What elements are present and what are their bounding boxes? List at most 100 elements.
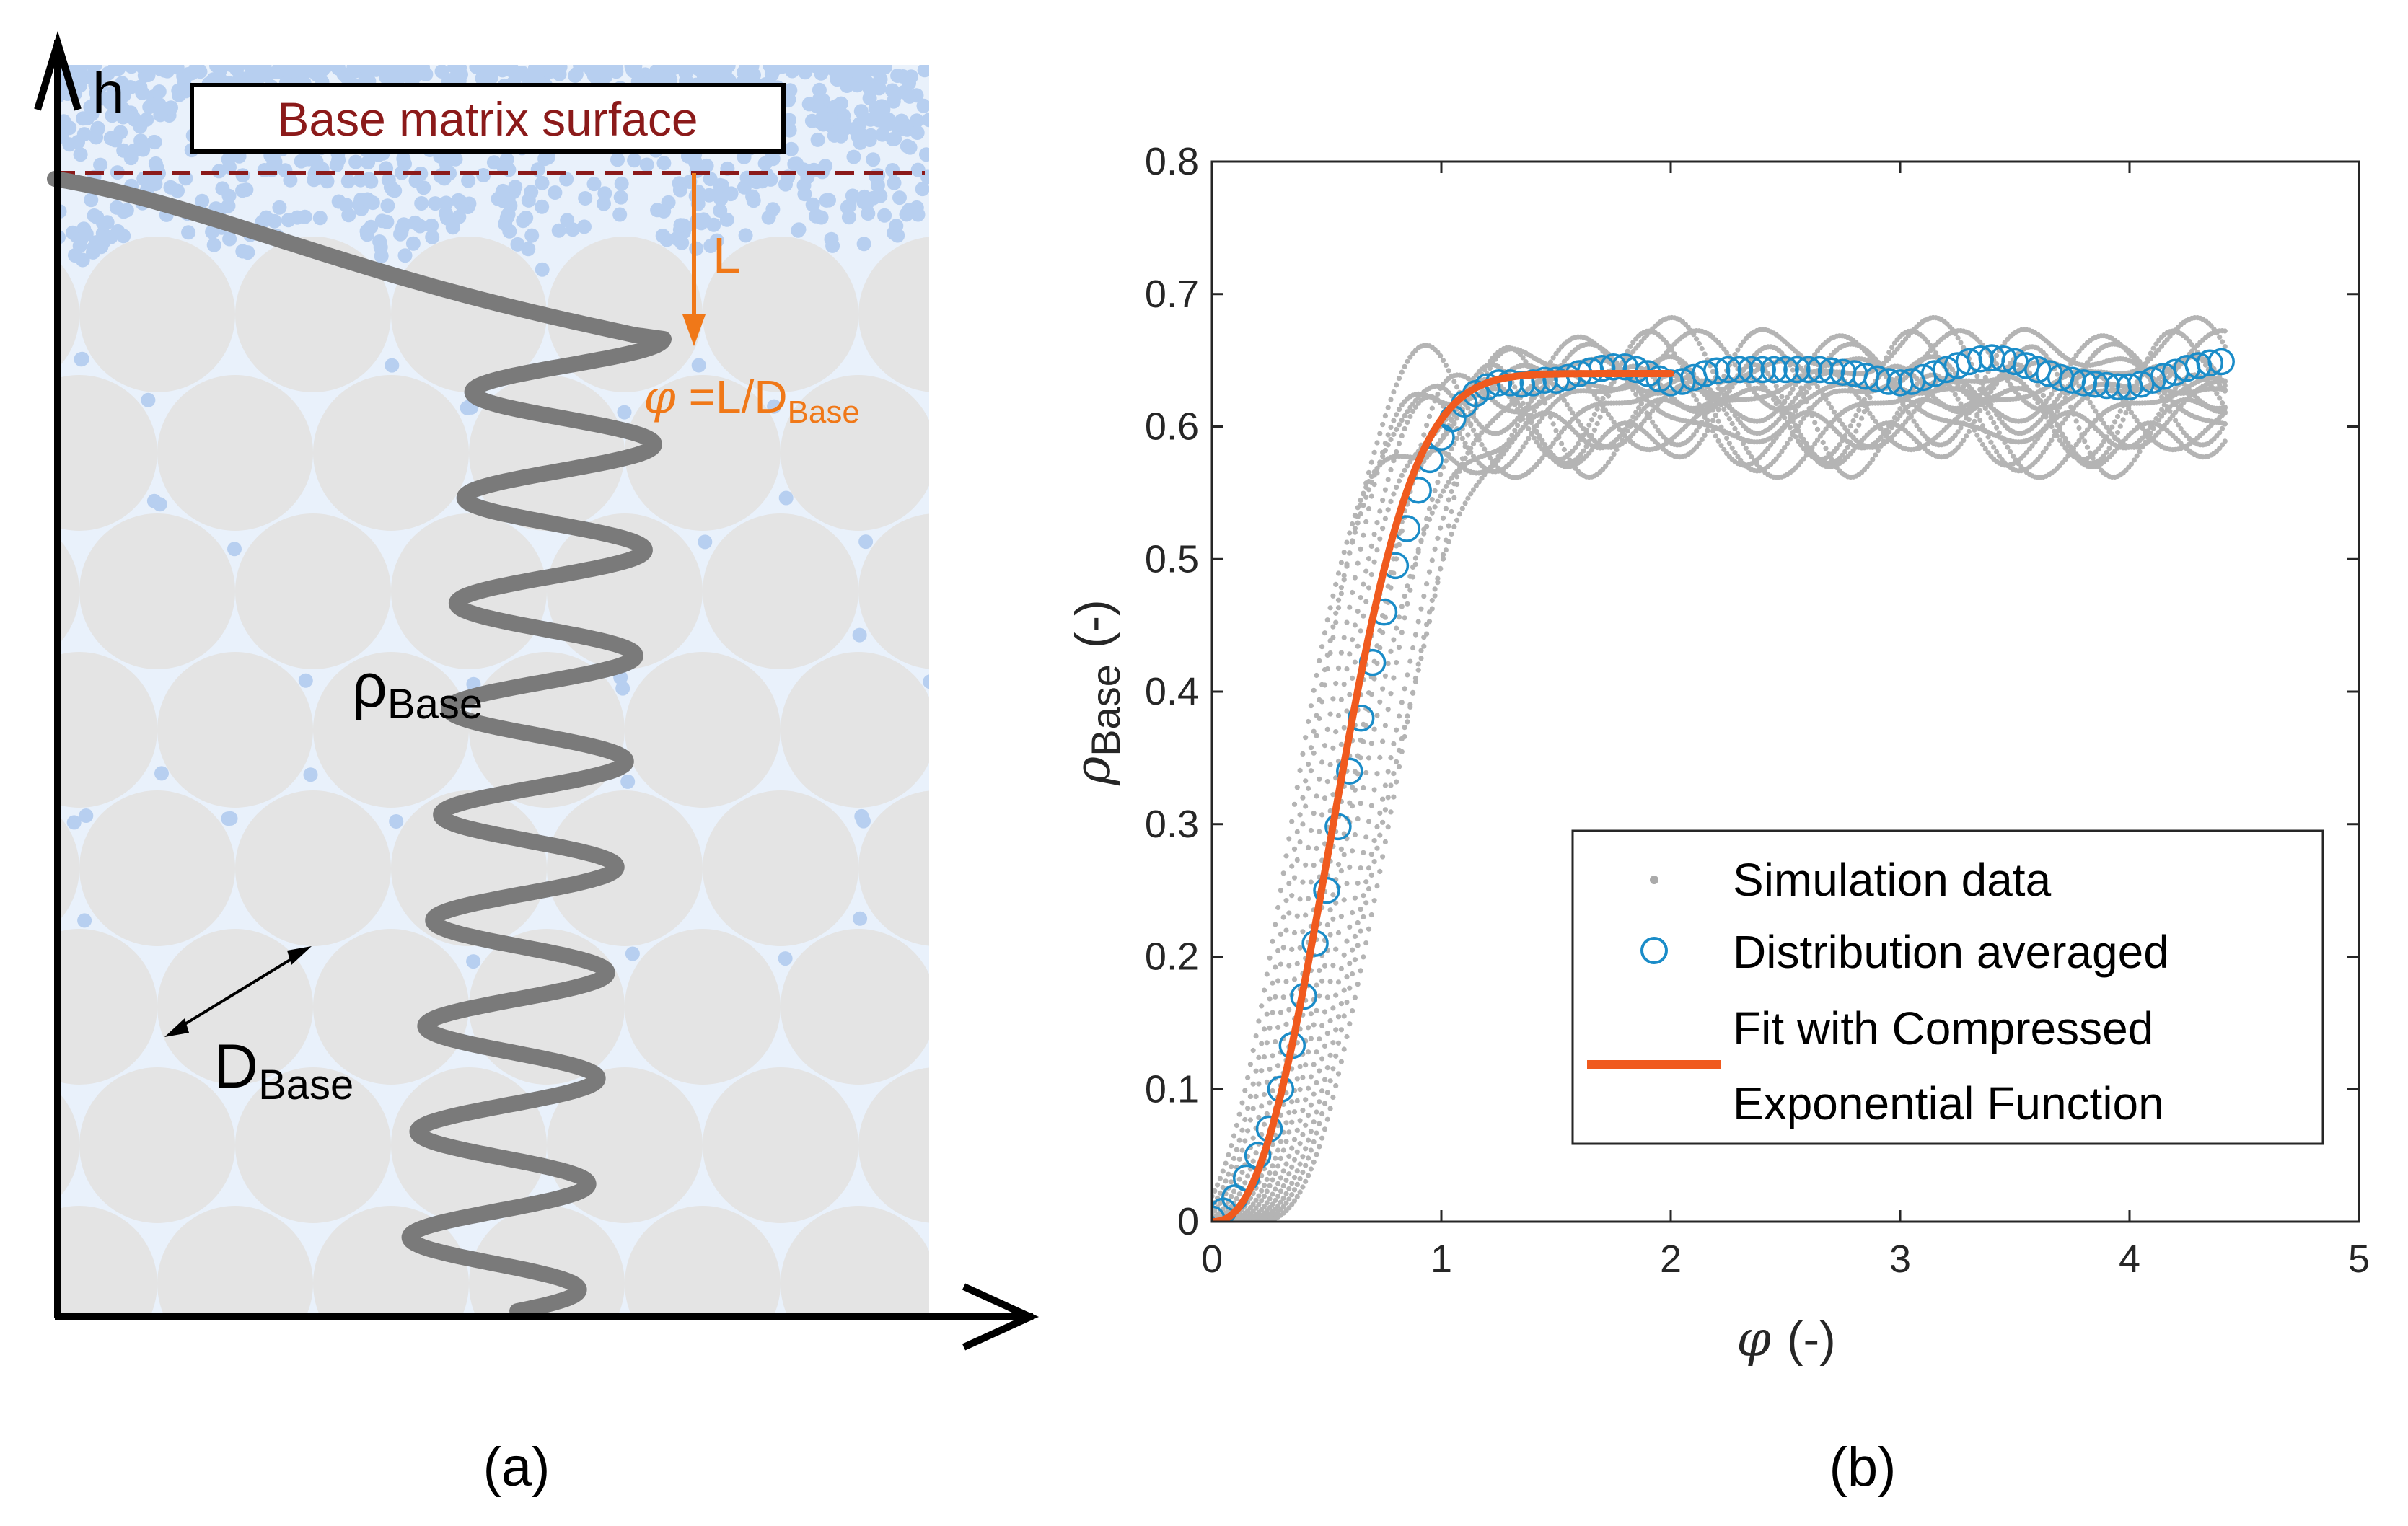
simulation-point: [1324, 922, 1330, 928]
simulation-point: [2040, 449, 2046, 455]
simulation-point: [1317, 715, 1322, 722]
simulation-point: [1721, 346, 1727, 352]
simulation-point: [1270, 1010, 1275, 1015]
simulation-point: [1314, 845, 1319, 851]
simulation-point: [2065, 440, 2071, 446]
simulation-point: [1371, 532, 1377, 537]
simulation-point: [1245, 1106, 1251, 1111]
simulation-point: [2099, 443, 2104, 449]
simulation-point: [1897, 406, 1903, 412]
small-particle: [151, 97, 167, 113]
simulation-point: [1355, 816, 1361, 822]
simulation-point: [1314, 793, 1319, 799]
simulation-point: [1633, 410, 1639, 415]
simulation-point: [1294, 857, 1300, 863]
simulation-point: [1591, 427, 1597, 433]
simulation-point: [1358, 595, 1363, 601]
simulation-point: [1245, 1128, 1251, 1134]
simulation-point: [1394, 412, 1399, 418]
big-particle: [313, 652, 469, 808]
simulation-point: [1449, 475, 1454, 481]
simulation-point: [1526, 425, 1532, 432]
simulation-point: [1366, 585, 1372, 591]
simulation-point: [1226, 1152, 1231, 1157]
small-particle: [578, 191, 593, 206]
simulation-point: [1831, 461, 1837, 467]
simulation-point: [1382, 723, 1388, 728]
simulation-point: [1790, 412, 1796, 418]
simulation-point: [1294, 829, 1300, 835]
small-particle: [672, 182, 687, 198]
simulation-point: [1371, 676, 1377, 682]
simulation-point: [2043, 353, 2049, 358]
simulation-point: [1344, 539, 1350, 545]
simulation-point: [1250, 1106, 1256, 1111]
small-particle: [881, 112, 896, 127]
small-particle: [348, 154, 364, 169]
simulation-point: [1256, 1081, 1262, 1087]
simulation-point: [1724, 435, 1730, 441]
simulation-point: [1958, 401, 1964, 407]
simulation-point: [1630, 414, 1636, 420]
simulation-point: [1520, 355, 1526, 361]
simulation-point: [1429, 510, 1435, 516]
simulation-point: [1324, 726, 1330, 733]
small-particle: [655, 229, 670, 243]
simulation-point: [1715, 438, 1721, 444]
small-particle: [791, 222, 807, 237]
simulation-point: [1341, 635, 1347, 640]
simulation-point: [1377, 508, 1383, 514]
small-particle: [853, 911, 868, 926]
simulation-point: [1350, 909, 1355, 916]
simulation-point: [1231, 1155, 1237, 1161]
simulation-point: [1382, 516, 1388, 521]
simulation-point: [1561, 358, 1567, 364]
small-particle: [170, 65, 185, 75]
simulation-point: [1955, 396, 1961, 402]
simulation-point: [2158, 407, 2165, 413]
simulation-point: [1338, 868, 1344, 874]
simulation-point: [1275, 1181, 1281, 1186]
simulation-point: [1729, 445, 1735, 451]
simulation-point: [2062, 436, 2068, 441]
small-particle: [501, 192, 516, 207]
simulation-point: [1280, 1168, 1286, 1174]
simulation-point: [1333, 681, 1339, 687]
simulation-point: [1627, 418, 1633, 424]
simulation-point: [2035, 382, 2041, 388]
simulation-point: [1438, 385, 1444, 392]
simulation-point: [1388, 424, 1394, 431]
big-particle: [469, 1206, 625, 1317]
simulation-point: [2062, 395, 2068, 401]
simulation-point: [1517, 428, 1523, 434]
phi-formula: =L/D: [676, 371, 788, 423]
simulation-point: [1253, 1150, 1259, 1156]
small-particle: [910, 207, 926, 222]
simulation-point: [1275, 1063, 1281, 1069]
simulation-point: [1399, 472, 1405, 478]
small-particle: [501, 207, 516, 222]
small-particle: [227, 542, 242, 557]
rho-label: ρBase: [352, 651, 483, 728]
simulation-point: [1267, 1066, 1273, 1072]
simulation-point: [1625, 423, 1630, 428]
simulation-point: [1380, 454, 1386, 459]
simulation-point: [1306, 1085, 1311, 1091]
simulation-point: [1270, 1201, 1275, 1207]
simulation-point: [2038, 453, 2044, 459]
simulation-point: [1317, 658, 1322, 663]
simulation-point: [1443, 483, 1449, 490]
small-particle: [89, 130, 104, 145]
simulation-point: [1710, 418, 1716, 423]
simulation-point: [1352, 526, 1358, 532]
big-particle: [235, 237, 391, 392]
simulation-point: [1335, 862, 1342, 868]
small-particle: [674, 235, 690, 250]
simulation-point: [1261, 1026, 1267, 1032]
simulation-point: [1385, 661, 1391, 666]
simulation-point: [1350, 521, 1355, 527]
simulation-point: [1994, 381, 2000, 387]
simulation-point: [1380, 630, 1386, 635]
simulation-point: [1798, 399, 1804, 405]
big-particle: [936, 929, 1092, 1085]
